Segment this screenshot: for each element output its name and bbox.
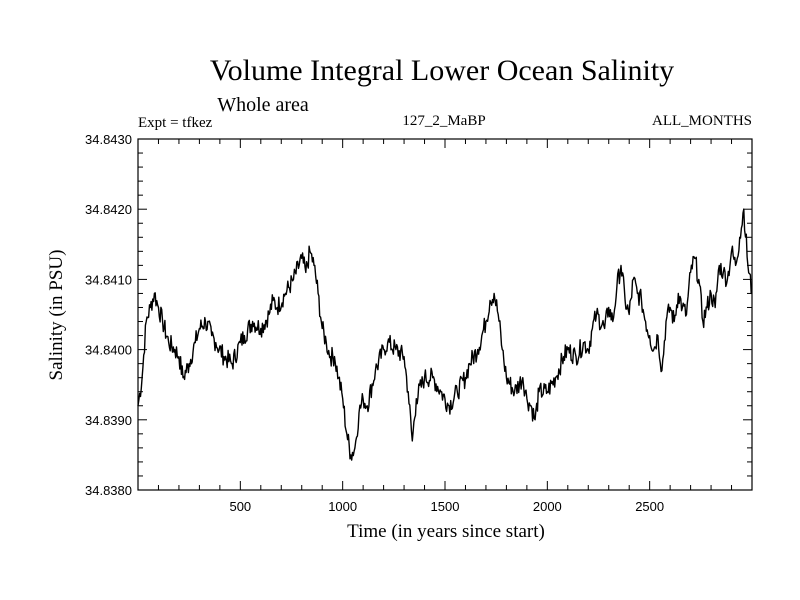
x-axis-label: Time (in years since start) — [347, 521, 545, 542]
months-label: ALL_MONTHS — [652, 113, 752, 129]
y-tick-label: 34.8420 — [85, 202, 132, 217]
x-tick-label: 2500 — [635, 499, 664, 514]
period-label: 127_2_MaBP — [402, 113, 485, 129]
axis-tick-labels: 500 1000 1500 2000 2500 34.8380 34.8390 34.8400… — [85, 132, 664, 514]
y-tick-label: 34.8380 — [85, 483, 132, 498]
salinity-series-line — [137, 208, 752, 461]
y-tick-label: 34.8410 — [85, 272, 132, 287]
x-tick-label: 2000 — [533, 499, 562, 514]
y-axis-label: Salinity (in PSU) — [46, 250, 67, 381]
plot-frame — [137, 138, 753, 491]
x-tick-label: 1500 — [431, 499, 460, 514]
y-tick-label: 34.8400 — [85, 343, 132, 358]
experiment-label: Expt = tfkez — [138, 115, 213, 131]
y-tick-label: 34.8430 — [85, 132, 132, 147]
chart-subtitle: Whole area — [217, 94, 309, 116]
chart-title: Volume Integral Lower Ocean Salinity — [210, 54, 674, 87]
x-tick-label: 500 — [229, 499, 251, 514]
x-tick-label: 1000 — [328, 499, 357, 514]
y-tick-label: 34.8390 — [85, 413, 132, 428]
